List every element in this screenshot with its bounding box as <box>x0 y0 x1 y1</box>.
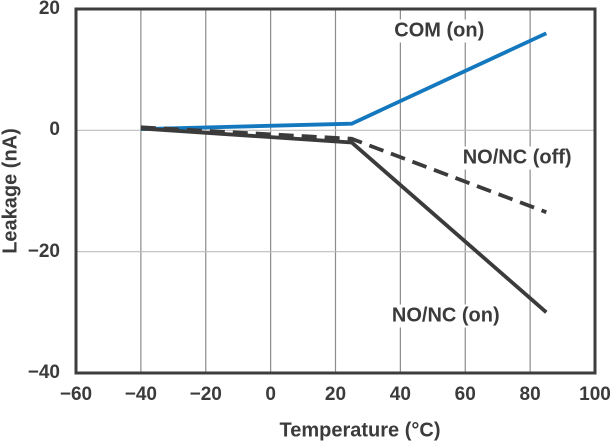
plot-frame <box>74 7 597 375</box>
x-axis-label: Temperature (°C) <box>279 419 441 442</box>
y-tick-label: −40 <box>27 362 60 383</box>
series-label-no-nc-off: NO/NC (off) <box>459 146 575 170</box>
x-tick-label: 80 <box>519 384 541 405</box>
y-tick-label: 0 <box>49 119 60 141</box>
x-tick-label: −20 <box>189 384 222 405</box>
series-line-com-on <box>140 31 548 131</box>
x-tick-label: 40 <box>389 384 411 405</box>
x-tick-label: 0 <box>265 384 276 405</box>
y-tick-label: −20 <box>27 240 60 262</box>
x-tick-label: −40 <box>124 384 157 405</box>
series-label-no-nc-on: NO/NC (on) <box>388 304 503 328</box>
x-tick-label: 60 <box>454 384 476 405</box>
x-tick-label: −60 <box>59 384 93 405</box>
series-line-no-nc-on <box>140 126 548 314</box>
x-tick-label: 100 <box>579 384 611 405</box>
y-tick-label: 20 <box>38 0 60 19</box>
y-axis-label: Leakage (nA) <box>0 128 22 254</box>
x-tick-label: 20 <box>324 384 347 405</box>
series-label-com-on: COM (on) <box>391 19 488 43</box>
series-line-no-nc-off <box>140 125 547 214</box>
